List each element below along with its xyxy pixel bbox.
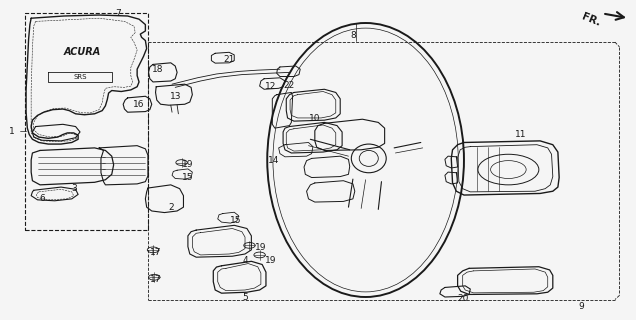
Text: 1: 1 — [10, 127, 15, 136]
Text: 6: 6 — [39, 194, 45, 203]
Text: 12: 12 — [265, 82, 276, 91]
Text: 17: 17 — [151, 248, 162, 257]
Text: 20: 20 — [457, 294, 468, 303]
Text: 9: 9 — [579, 302, 584, 311]
Text: ACURA: ACURA — [64, 47, 100, 57]
Text: 15: 15 — [230, 216, 241, 225]
Text: 22: 22 — [284, 81, 295, 90]
Text: 15: 15 — [182, 173, 193, 182]
Text: 3: 3 — [71, 184, 76, 193]
Text: 11: 11 — [515, 130, 527, 139]
Text: 19: 19 — [265, 256, 276, 265]
Text: FR.: FR. — [580, 12, 602, 28]
Bar — [25, 13, 148, 230]
Text: 7: 7 — [115, 9, 121, 18]
Text: 18: 18 — [153, 65, 164, 74]
Text: 8: 8 — [350, 31, 356, 40]
Text: 2: 2 — [168, 203, 174, 212]
Text: 14: 14 — [268, 156, 279, 164]
Text: 4: 4 — [242, 256, 248, 265]
Text: SRS: SRS — [73, 74, 86, 80]
Text: 13: 13 — [169, 92, 181, 101]
Text: 16: 16 — [134, 100, 145, 109]
Text: 21: 21 — [223, 55, 235, 64]
Text: 19: 19 — [255, 243, 266, 252]
Text: 5: 5 — [242, 292, 248, 301]
Text: 17: 17 — [151, 275, 162, 284]
Text: 19: 19 — [182, 160, 193, 169]
Text: 10: 10 — [309, 114, 321, 123]
